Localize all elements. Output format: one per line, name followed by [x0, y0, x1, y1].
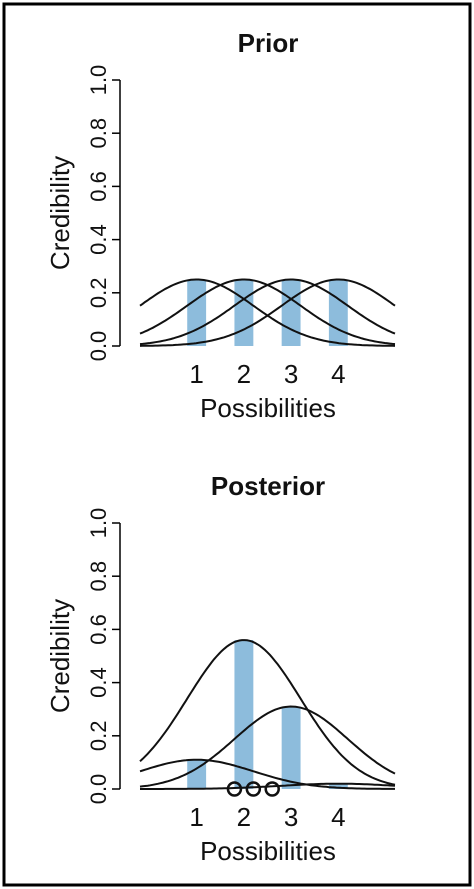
y-tick-label: 0.0 — [86, 331, 111, 362]
x-tick-label: 3 — [284, 359, 298, 389]
bar — [187, 279, 207, 346]
y-tick-label: 1.0 — [86, 508, 111, 539]
bar — [187, 759, 207, 789]
x-tick-label: 2 — [237, 359, 251, 389]
y-tick-label: 0.0 — [86, 774, 111, 805]
y-tick-label: 0.2 — [86, 721, 111, 752]
y-tick-label: 0.6 — [86, 171, 111, 202]
y-tick-label: 0.2 — [86, 278, 111, 309]
x-axis-label: Possibilities — [200, 393, 336, 423]
x-tick-label: 2 — [237, 802, 251, 832]
y-axis-label: Credibility — [45, 599, 75, 713]
curve — [139, 639, 396, 786]
x-axis-label: Possibilities — [200, 836, 336, 866]
data-point — [245, 781, 262, 797]
bar — [281, 279, 301, 346]
data-point — [264, 781, 280, 797]
curve — [139, 278, 396, 347]
y-tick-label: 0.6 — [86, 614, 111, 645]
bar — [234, 640, 254, 789]
x-tick-label: 1 — [189, 359, 203, 389]
bar — [328, 783, 348, 789]
y-tick-label: 0.4 — [86, 224, 111, 255]
y-tick-label: 1.0 — [86, 65, 111, 96]
x-tick-label: 4 — [331, 802, 345, 832]
bar — [281, 706, 301, 789]
y-tick-label: 0.4 — [86, 667, 111, 698]
bar — [328, 279, 348, 346]
x-tick-label: 1 — [189, 802, 203, 832]
curve — [139, 758, 395, 790]
bar — [234, 279, 254, 346]
curve — [139, 278, 396, 346]
x-tick-label: 4 — [331, 359, 345, 389]
y-axis-label: Credibility — [45, 156, 75, 270]
y-tick-label: 0.8 — [86, 561, 111, 592]
panel-title: Prior — [238, 28, 299, 58]
y-tick-label: 0.8 — [86, 118, 111, 149]
curve — [139, 705, 396, 788]
data-point — [226, 781, 243, 797]
x-tick-label: 3 — [284, 802, 298, 832]
panel-title: Posterior — [211, 471, 325, 501]
